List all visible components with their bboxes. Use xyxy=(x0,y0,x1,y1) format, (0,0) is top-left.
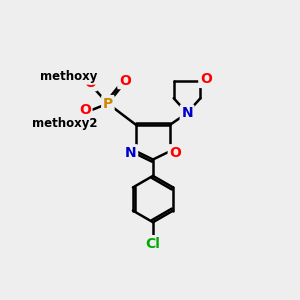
Text: methoxy: methoxy xyxy=(40,70,97,83)
Text: O: O xyxy=(169,146,181,160)
Text: O: O xyxy=(84,76,96,90)
Text: Cl: Cl xyxy=(146,237,160,250)
Text: N: N xyxy=(125,146,136,160)
Text: methoxy2: methoxy2 xyxy=(32,117,97,130)
Text: O: O xyxy=(79,103,91,117)
Text: O: O xyxy=(200,73,212,86)
Text: P: P xyxy=(103,97,113,110)
Text: N: N xyxy=(181,106,193,120)
Text: O: O xyxy=(119,74,131,88)
